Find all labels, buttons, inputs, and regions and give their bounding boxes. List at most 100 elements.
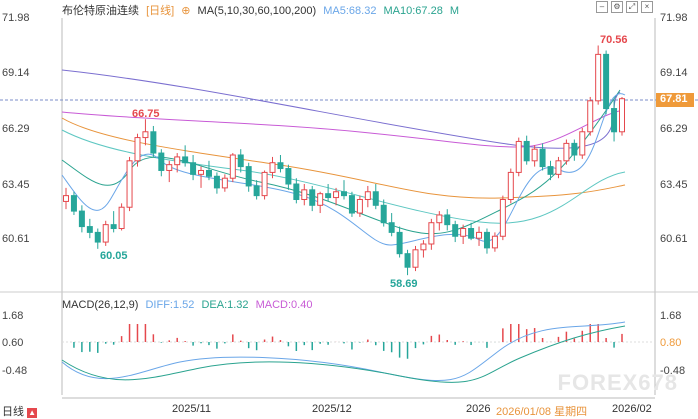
left-axis-label: 63.45 — [2, 179, 30, 191]
candle-body — [190, 162, 197, 175]
candle-body — [70, 195, 77, 212]
candle-body — [619, 98, 625, 133]
candle-body — [412, 249, 419, 268]
candle-body — [499, 198, 506, 237]
candle-body — [285, 168, 292, 185]
macd-dea-value: DEA:1.32 — [201, 299, 249, 311]
candle-body — [483, 231, 490, 249]
candle-body — [237, 154, 244, 168]
candle-body — [126, 160, 133, 208]
right-axis-label: 60.61 — [660, 233, 688, 245]
candle-body — [523, 140, 530, 162]
period-tab[interactable]: 日线 ▲ — [2, 403, 38, 419]
candle-body — [579, 131, 586, 156]
candle-body — [261, 171, 268, 197]
candle-body — [118, 206, 125, 230]
candle-body — [158, 152, 165, 171]
candle-body — [277, 162, 284, 170]
candle-body — [539, 148, 546, 168]
candle-body — [603, 53, 610, 110]
candle-body — [587, 100, 594, 133]
candle-body — [182, 156, 189, 164]
low2-annotation: 58.69 — [390, 278, 418, 290]
candle-body — [150, 131, 157, 154]
candle-body — [63, 195, 69, 202]
x-axis-label: 2025/11 — [172, 403, 211, 415]
macd-right-axis-label: 0.80 — [660, 337, 682, 349]
close-icon[interactable]: × — [641, 1, 653, 13]
candle-body — [452, 224, 459, 237]
candle-body — [245, 166, 252, 187]
x-axis-label: 2026 — [466, 403, 491, 415]
candle-body — [460, 228, 467, 237]
fullscreen-icon[interactable]: ⤢ — [626, 1, 638, 13]
candle-body — [476, 231, 483, 239]
watermark: FOREX678 — [557, 370, 678, 395]
candle-body — [86, 226, 93, 233]
macd-right-axis-label: -0.48 — [660, 365, 686, 377]
candle-body — [396, 231, 403, 255]
right-axis-label: 66.29 — [660, 123, 688, 135]
candle-body — [468, 228, 475, 239]
x-axis-cursor-date: 2026/01/08 星期四 — [496, 406, 588, 418]
macd-header: MACD(26,12,9) DIFF:1.52 DEA:1.32 MACD:0.… — [62, 299, 316, 311]
macd-indicator — [61, 321, 626, 383]
candlestick-series — [63, 45, 625, 276]
add-indicator-icon[interactable]: ⊕ — [181, 5, 191, 17]
chart-header: 布伦特原油连续 [日线] ⊕ MA(5,10,30,60,100,200) MA… — [62, 2, 463, 18]
candle-body — [563, 142, 570, 162]
candle-body — [333, 191, 340, 199]
candle-body — [356, 198, 363, 214]
candle-body — [372, 191, 379, 206]
candle-body — [205, 169, 212, 177]
ma10-value: MA10:67.28 — [383, 5, 443, 17]
right-axis-label: 63.45 — [660, 179, 688, 191]
candle-body — [213, 175, 220, 189]
current-price-tag — [656, 93, 694, 107]
candle-body — [341, 191, 347, 197]
right-axis-label: 69.14 — [660, 67, 688, 79]
period-tab-arrow-icon[interactable]: ▲ — [27, 408, 38, 418]
candle-body — [229, 154, 236, 179]
candle-body — [110, 224, 117, 230]
candle-body — [317, 193, 324, 206]
macd-right-axis-label: 1.68 — [660, 310, 682, 322]
candle-body — [293, 183, 300, 200]
ma-more[interactable]: M — [449, 5, 460, 17]
x-axis-label: 2025/12 — [312, 403, 352, 415]
right-axis-label: 71.98 — [660, 12, 688, 24]
candle-body — [221, 177, 228, 189]
candle-body — [142, 131, 149, 139]
macd-left-axis-label: -0.48 — [2, 365, 28, 377]
candle-body — [420, 243, 427, 251]
mid-high-annotation: 66.75 — [132, 108, 160, 120]
high-annotation: 70.56 — [600, 34, 628, 46]
candle-body — [325, 193, 332, 199]
candle-body — [404, 253, 411, 268]
macd-diff-value: DIFF:1.52 — [145, 299, 195, 311]
candle-body — [348, 195, 355, 214]
minus-icon[interactable]: – — [596, 1, 608, 13]
instrument-name: 布伦特原油连续 — [62, 5, 139, 17]
period-label[interactable]: [日线] — [146, 5, 175, 17]
ma-label: MA(5,10,30,60,100,200) — [197, 5, 317, 17]
candle-body — [507, 171, 514, 200]
macd-dea-line — [61, 325, 626, 383]
candle-body — [134, 137, 141, 162]
macd-label: MACD(26,12,9) — [62, 299, 139, 311]
low1-annotation: 60.05 — [100, 250, 128, 262]
candle-body — [380, 204, 387, 224]
left-axis-label: 71.98 — [2, 12, 30, 24]
candle-body — [309, 189, 316, 206]
macd-value: MACD:0.40 — [255, 299, 313, 311]
candle-body — [94, 231, 101, 243]
candle-body — [166, 164, 173, 171]
candle-body — [428, 222, 435, 245]
candle-body — [102, 224, 109, 243]
candle-body — [436, 214, 443, 224]
macd-diff-line — [61, 321, 626, 382]
macd-left-axis-label: 0.60 — [2, 337, 24, 349]
settings-icon[interactable]: ⚙ — [611, 1, 623, 13]
current-price-label: 67.81 — [660, 93, 688, 105]
